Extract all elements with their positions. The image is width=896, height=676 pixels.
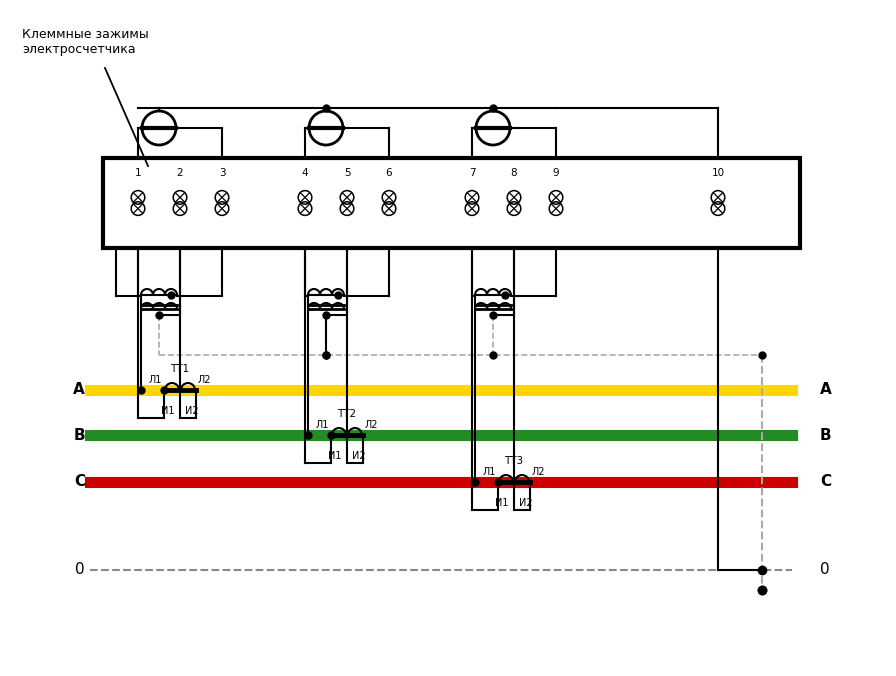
Text: 4: 4 bbox=[302, 168, 308, 178]
Text: 8: 8 bbox=[511, 168, 517, 178]
Text: 1: 1 bbox=[134, 168, 142, 178]
Text: 6: 6 bbox=[385, 168, 392, 178]
Text: И2: И2 bbox=[352, 451, 366, 461]
Text: В: В bbox=[820, 427, 831, 443]
Text: С: С bbox=[820, 475, 831, 489]
Text: А: А bbox=[820, 383, 831, 397]
Text: ТТ1: ТТ1 bbox=[170, 364, 190, 374]
Text: Л1: Л1 bbox=[315, 420, 329, 430]
Text: Л1: Л1 bbox=[149, 375, 162, 385]
Text: ТТ3: ТТ3 bbox=[504, 456, 523, 466]
Text: Л1: Л1 bbox=[483, 467, 496, 477]
Text: Л2: Л2 bbox=[532, 467, 546, 477]
Text: 2: 2 bbox=[177, 168, 184, 178]
Text: 5: 5 bbox=[344, 168, 350, 178]
Text: И2: И2 bbox=[519, 498, 533, 508]
Text: Клеммные зажимы
электросчетчика: Клеммные зажимы электросчетчика bbox=[22, 28, 149, 56]
Text: И1: И1 bbox=[495, 498, 509, 508]
Text: 3: 3 bbox=[219, 168, 225, 178]
Text: 10: 10 bbox=[711, 168, 725, 178]
Text: Л2: Л2 bbox=[198, 375, 211, 385]
Text: 7: 7 bbox=[469, 168, 475, 178]
Text: И1: И1 bbox=[328, 451, 341, 461]
Text: С: С bbox=[73, 475, 85, 489]
Text: ТТ2: ТТ2 bbox=[338, 409, 357, 419]
Text: Л2: Л2 bbox=[365, 420, 378, 430]
Text: 9: 9 bbox=[553, 168, 559, 178]
Text: И2: И2 bbox=[185, 406, 199, 416]
Text: 0: 0 bbox=[75, 562, 85, 577]
Text: И1: И1 bbox=[161, 406, 175, 416]
Text: 0: 0 bbox=[820, 562, 830, 577]
Bar bbox=[103, 158, 800, 248]
Text: А: А bbox=[73, 383, 85, 397]
Text: В: В bbox=[73, 427, 85, 443]
